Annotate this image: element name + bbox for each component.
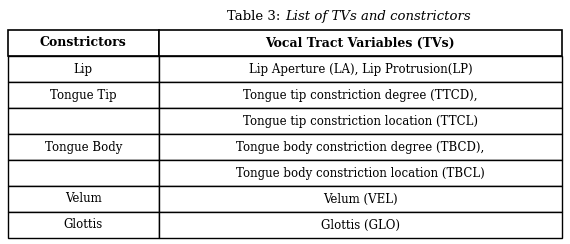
Bar bbox=[158, 160, 562, 186]
Text: List of TVs and constrictors: List of TVs and constrictors bbox=[285, 10, 471, 23]
Bar bbox=[158, 212, 562, 238]
Text: Tongue Body: Tongue Body bbox=[44, 141, 122, 153]
Text: Tongue tip constriction location (TTCL): Tongue tip constriction location (TTCL) bbox=[243, 114, 478, 128]
Bar bbox=[158, 108, 562, 134]
Text: Lip Aperture (LA), Lip Protrusion(LP): Lip Aperture (LA), Lip Protrusion(LP) bbox=[249, 62, 472, 75]
Text: Lip: Lip bbox=[74, 62, 93, 75]
Text: Velum: Velum bbox=[65, 193, 101, 205]
Bar bbox=[8, 108, 158, 134]
Text: Tongue body constriction degree (TBCD),: Tongue body constriction degree (TBCD), bbox=[236, 141, 484, 153]
Text: Velum (VEL): Velum (VEL) bbox=[323, 193, 398, 205]
Bar bbox=[158, 30, 562, 56]
Text: Glottis (GLO): Glottis (GLO) bbox=[321, 218, 400, 232]
Bar bbox=[8, 186, 158, 212]
Bar bbox=[8, 160, 158, 186]
Text: Tongue tip constriction degree (TTCD),: Tongue tip constriction degree (TTCD), bbox=[243, 89, 478, 102]
Text: Vocal Tract Variables (TVs): Vocal Tract Variables (TVs) bbox=[266, 37, 455, 50]
Bar bbox=[158, 82, 562, 108]
Bar bbox=[8, 134, 158, 160]
Bar bbox=[8, 56, 158, 82]
Text: Constrictors: Constrictors bbox=[40, 37, 127, 50]
Bar bbox=[8, 30, 158, 56]
Bar bbox=[8, 82, 158, 108]
Text: Table 3:: Table 3: bbox=[227, 10, 285, 23]
Text: Tongue body constriction location (TBCL): Tongue body constriction location (TBCL) bbox=[236, 166, 484, 180]
Bar bbox=[158, 186, 562, 212]
Bar bbox=[158, 56, 562, 82]
Text: Tongue Tip: Tongue Tip bbox=[50, 89, 117, 102]
Bar bbox=[8, 212, 158, 238]
Bar bbox=[158, 134, 562, 160]
Text: Glottis: Glottis bbox=[64, 218, 103, 232]
